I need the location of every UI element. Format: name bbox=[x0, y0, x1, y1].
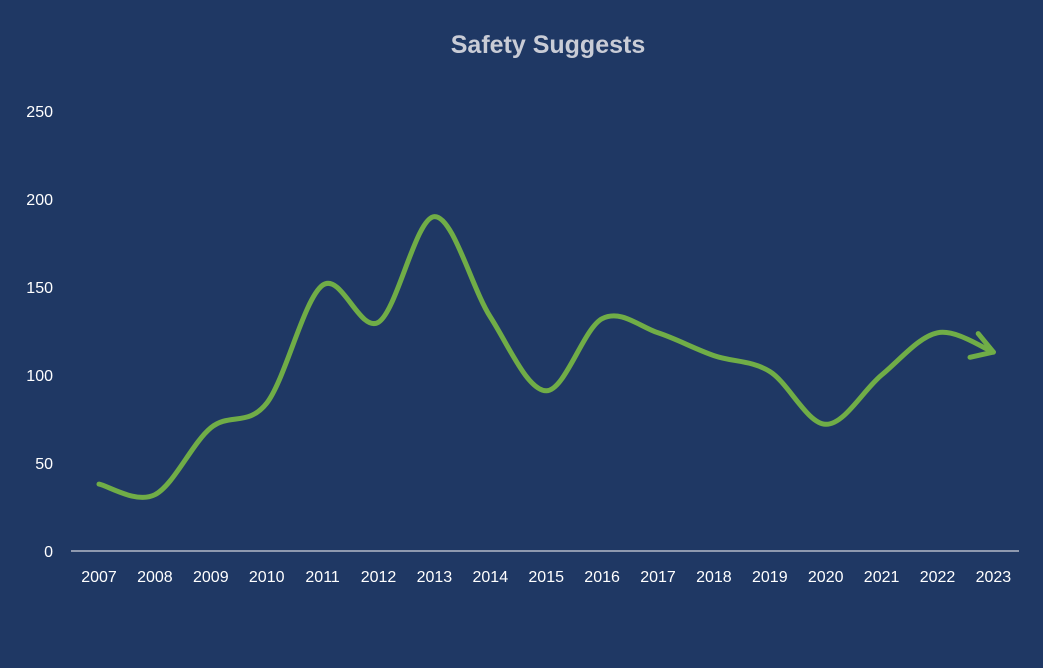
x-tick-label: 2012 bbox=[361, 569, 397, 586]
x-tick-label: 2021 bbox=[864, 569, 900, 586]
y-axis-tick-labels: 0 50 100 150 200 250 bbox=[26, 104, 53, 561]
y-tick-label: 150 bbox=[26, 280, 53, 297]
x-tick-label: 2015 bbox=[528, 569, 564, 586]
x-tick-label: 2007 bbox=[81, 569, 117, 586]
x-tick-label: 2017 bbox=[640, 569, 676, 586]
series-end-arrow bbox=[967, 331, 996, 360]
series-line bbox=[96, 214, 996, 500]
x-tick-label: 2009 bbox=[193, 569, 229, 586]
x-tick-label: 2008 bbox=[137, 569, 173, 586]
y-tick-label: 0 bbox=[44, 544, 53, 561]
y-tick-label: 250 bbox=[26, 104, 53, 121]
x-axis-tick-labels: 2007 2008 2009 2010 2011 2012 2013 2014 2015 2016… bbox=[81, 569, 1011, 586]
y-tick-label: 100 bbox=[26, 368, 53, 385]
chart-title: Safety Suggests bbox=[451, 31, 646, 59]
x-tick-label: 2016 bbox=[584, 569, 620, 586]
x-tick-label: 2011 bbox=[305, 569, 340, 586]
x-tick-label: 2023 bbox=[976, 569, 1012, 586]
x-tick-label: 2018 bbox=[696, 569, 732, 586]
x-tick-label: 2019 bbox=[752, 569, 788, 586]
y-tick-label: 50 bbox=[35, 456, 53, 473]
series-group bbox=[96, 214, 996, 500]
x-tick-label: 2013 bbox=[417, 569, 453, 586]
x-tick-label: 2020 bbox=[808, 569, 844, 586]
x-tick-label: 2014 bbox=[473, 569, 509, 586]
y-tick-label: 200 bbox=[26, 192, 53, 209]
x-tick-label: 2010 bbox=[249, 569, 285, 586]
x-tick-label: 2022 bbox=[920, 569, 956, 586]
